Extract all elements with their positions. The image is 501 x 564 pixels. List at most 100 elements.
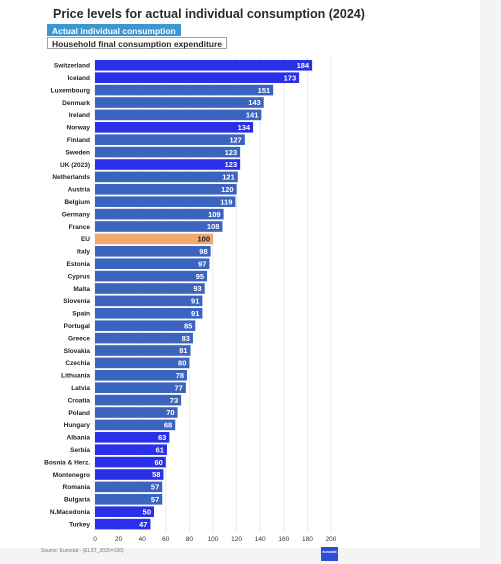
- bar[interactable]: [95, 370, 188, 381]
- source-note: Source: Eurostat - (ELST_2020=100): [41, 548, 124, 554]
- bar[interactable]: [95, 320, 196, 331]
- category-label: Austria: [68, 187, 91, 194]
- category-label: Romania: [63, 484, 91, 491]
- bar[interactable]: [95, 122, 254, 133]
- value-label: 63: [158, 433, 166, 442]
- value-label: 108: [207, 222, 220, 231]
- bar[interactable]: [95, 345, 191, 356]
- bar[interactable]: [95, 233, 213, 245]
- value-label: 184: [297, 61, 310, 70]
- category-label: Hungary: [64, 422, 91, 429]
- x-tick-label: 0: [93, 536, 97, 543]
- bar[interactable]: [95, 456, 166, 468]
- value-label: 70: [166, 408, 174, 417]
- bar[interactable]: [95, 494, 163, 505]
- bar[interactable]: [95, 481, 163, 493]
- bar[interactable]: [95, 432, 170, 443]
- category-label: Bosnia & Herz.: [44, 459, 90, 466]
- value-label: 58: [152, 470, 160, 479]
- bar[interactable]: [95, 134, 245, 145]
- bar[interactable]: [95, 382, 186, 393]
- category-label: Turkey: [69, 521, 90, 528]
- x-tick-label: 140: [255, 536, 266, 543]
- value-label: 173: [284, 73, 297, 82]
- bar[interactable]: [95, 357, 190, 369]
- value-label: 151: [258, 86, 271, 95]
- value-label: 127: [229, 135, 242, 144]
- bar[interactable]: [95, 295, 203, 307]
- value-label: 119: [220, 197, 232, 206]
- bar[interactable]: [95, 394, 182, 406]
- category-label: Luxembourg: [51, 87, 90, 94]
- category-label: Greece: [68, 335, 90, 342]
- value-label: 141: [246, 111, 259, 120]
- category-label: Italy: [77, 249, 90, 256]
- bar[interactable]: [95, 208, 224, 220]
- bar[interactable]: [95, 270, 208, 282]
- category-label: Switzerland: [54, 63, 90, 70]
- bar[interactable]: [95, 109, 262, 121]
- bar[interactable]: [95, 146, 241, 158]
- household-expenditure-button[interactable]: Household final consumption expenditure: [47, 37, 228, 49]
- x-tick-label: 20: [115, 536, 123, 543]
- bar[interactable]: [95, 332, 193, 344]
- bar[interactable]: [95, 171, 238, 183]
- bar[interactable]: [95, 184, 237, 195]
- value-label: 109: [208, 210, 221, 219]
- category-label: France: [69, 224, 91, 231]
- category-label: Poland: [68, 410, 90, 417]
- bar[interactable]: [95, 518, 151, 530]
- bar[interactable]: [95, 97, 264, 108]
- value-label: 98: [199, 247, 207, 256]
- bar[interactable]: [95, 258, 210, 269]
- x-tick-label: 120: [231, 536, 242, 543]
- bar[interactable]: [95, 84, 274, 96]
- value-label: 97: [198, 259, 206, 268]
- bar[interactable]: [95, 308, 203, 319]
- actual-consumption-button[interactable]: Actual individual consumption: [47, 24, 181, 36]
- value-label: 73: [170, 396, 178, 405]
- category-label: Cyprus: [68, 273, 91, 280]
- bar[interactable]: [95, 159, 241, 170]
- value-label: 81: [179, 346, 187, 355]
- category-label: Germany: [62, 211, 91, 218]
- bar[interactable]: [95, 444, 167, 455]
- chart-title: Price levels for actual individual consu…: [53, 7, 365, 21]
- x-tick-label: 40: [139, 536, 147, 543]
- category-label: Montenegro: [53, 472, 90, 479]
- bar[interactable]: [95, 60, 313, 71]
- category-label: Latvia: [71, 385, 90, 392]
- category-label: Lithuania: [61, 373, 90, 380]
- category-label: Bulgaria: [64, 497, 90, 504]
- category-label: EU: [81, 236, 90, 243]
- value-label: 91: [191, 309, 199, 318]
- bar[interactable]: [95, 246, 211, 257]
- bar[interactable]: [95, 72, 300, 83]
- bar[interactable]: [95, 221, 223, 232]
- bar[interactable]: [95, 196, 236, 207]
- value-label: 60: [154, 458, 162, 467]
- category-label: Netherlands: [52, 174, 90, 181]
- value-label: 50: [143, 507, 151, 516]
- bar[interactable]: [95, 506, 154, 517]
- category-label: Slovakia: [64, 348, 91, 355]
- x-tick-label: 80: [186, 536, 194, 543]
- bar[interactable]: [95, 283, 205, 294]
- category-label: Albania: [67, 435, 91, 442]
- bar[interactable]: [95, 407, 178, 418]
- bar[interactable]: [95, 469, 164, 480]
- value-label: 120: [221, 185, 234, 194]
- category-label: Portugal: [64, 323, 91, 330]
- x-tick-label: 200: [326, 536, 337, 543]
- category-label: Iceland: [68, 75, 90, 82]
- category-label: Sweden: [65, 149, 90, 156]
- value-label: 85: [184, 321, 192, 330]
- category-label: Czechia: [65, 360, 90, 367]
- category-label: Ireland: [69, 112, 90, 119]
- value-label: 143: [248, 98, 261, 107]
- value-label: 57: [151, 495, 159, 504]
- category-label: Serbia: [70, 447, 90, 454]
- bar[interactable]: [95, 419, 176, 431]
- value-label: 95: [196, 272, 204, 281]
